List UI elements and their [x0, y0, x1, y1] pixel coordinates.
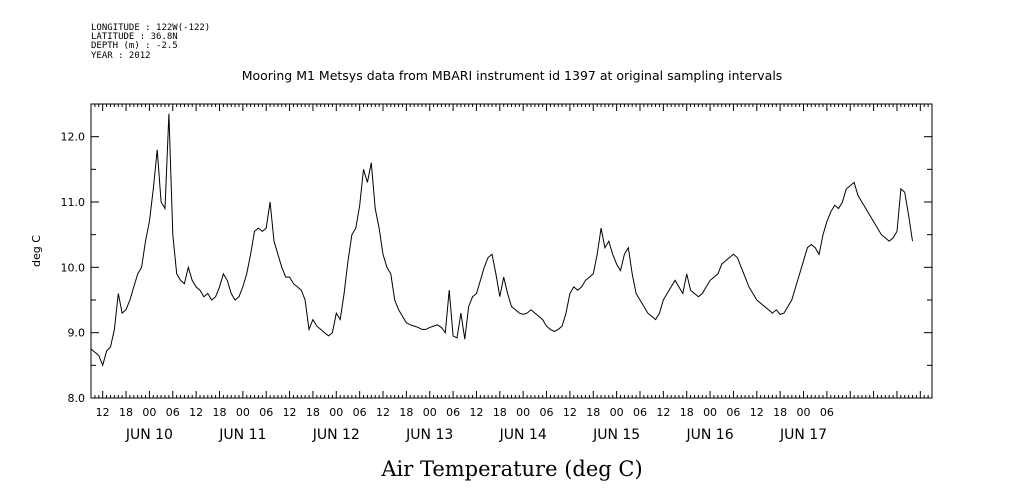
x-hour-label: 06 [820, 406, 834, 419]
x-hour-label: 06 [166, 406, 180, 419]
x-hour-label: 00 [423, 406, 437, 419]
x-hour-label: 06 [540, 406, 554, 419]
depth-label: DEPTH (m) : -2.5 [91, 41, 178, 51]
x-hour-label: 00 [329, 406, 343, 419]
x-hour-label: 00 [703, 406, 717, 419]
x-hour-label: 12 [469, 406, 483, 419]
x-hour-label: 06 [259, 406, 273, 419]
x-hour-label: 18 [212, 406, 226, 419]
metadata-block: LONGITUDE : 122W(-122) LATITUDE : 36.8N … [91, 23, 210, 61]
x-day-label: JUN 15 [592, 427, 640, 443]
x-hour-label: 18 [680, 406, 694, 419]
x-hour-label: 06 [446, 406, 460, 419]
y-axis: 8.0 9.0 10.0 11.0 12.0 [61, 103, 932, 405]
plot-frame [90, 103, 933, 399]
x-hour-label: 12 [376, 406, 390, 419]
x-day-label: JUN 12 [312, 427, 360, 443]
y-tick-label: 9.0 [68, 327, 86, 340]
x-hour-label: 00 [797, 406, 811, 419]
x-hour-label: 12 [283, 406, 297, 419]
x-hour-label: 12 [563, 406, 577, 419]
x-hour-label: 18 [773, 406, 787, 419]
x-hour-label: 00 [516, 406, 530, 419]
x-hour-label: 06 [633, 406, 647, 419]
y-tick-label: 12.0 [61, 131, 86, 144]
x-axis-label: Air Temperature (deg C) [380, 457, 642, 481]
x-day-label: JUN 17 [779, 427, 827, 443]
x-hour-label: 00 [236, 406, 250, 419]
x-day-label: JUN 16 [686, 427, 734, 443]
x-hour-label: 18 [586, 406, 600, 419]
x-day-label: JUN 10 [125, 427, 173, 443]
x-hour-label: 06 [353, 406, 367, 419]
x-hour-label: 12 [750, 406, 764, 419]
x-hour-label: 06 [726, 406, 740, 419]
x-hour-label: 18 [306, 406, 320, 419]
year-label: YEAR : 2012 [91, 51, 151, 61]
x-day-label: JUN 11 [218, 427, 266, 443]
x-hour-label: 00 [610, 406, 624, 419]
series-line-air-temperature [90, 113, 913, 367]
longitude-label: LONGITUDE : 122W(-122) [91, 23, 210, 33]
x-hour-label: 12 [96, 406, 110, 419]
x-axis: 12 18 00 06 12 18 00 06 12 18 00 06 12 18 00 06 12 18 00 06… [90, 104, 933, 443]
x-hour-label: 18 [119, 406, 133, 419]
x-hour-label: 00 [142, 406, 156, 419]
y-tick-label: 8.0 [68, 392, 86, 405]
y-tick-label: 11.0 [61, 196, 86, 209]
x-hour-label: 12 [656, 406, 670, 419]
x-day-label: JUN 13 [405, 427, 453, 443]
y-axis-label: deg C [30, 235, 43, 267]
x-hour-label: 18 [399, 406, 413, 419]
x-hour-label: 12 [189, 406, 203, 419]
latitude-label: LATITUDE : 36.8N [91, 32, 178, 42]
y-tick-label: 10.0 [61, 261, 86, 274]
chart-title: Mooring M1 Metsys data from MBARI instru… [242, 68, 783, 83]
x-day-label: JUN 14 [499, 427, 547, 443]
x-hour-label: 18 [493, 406, 507, 419]
